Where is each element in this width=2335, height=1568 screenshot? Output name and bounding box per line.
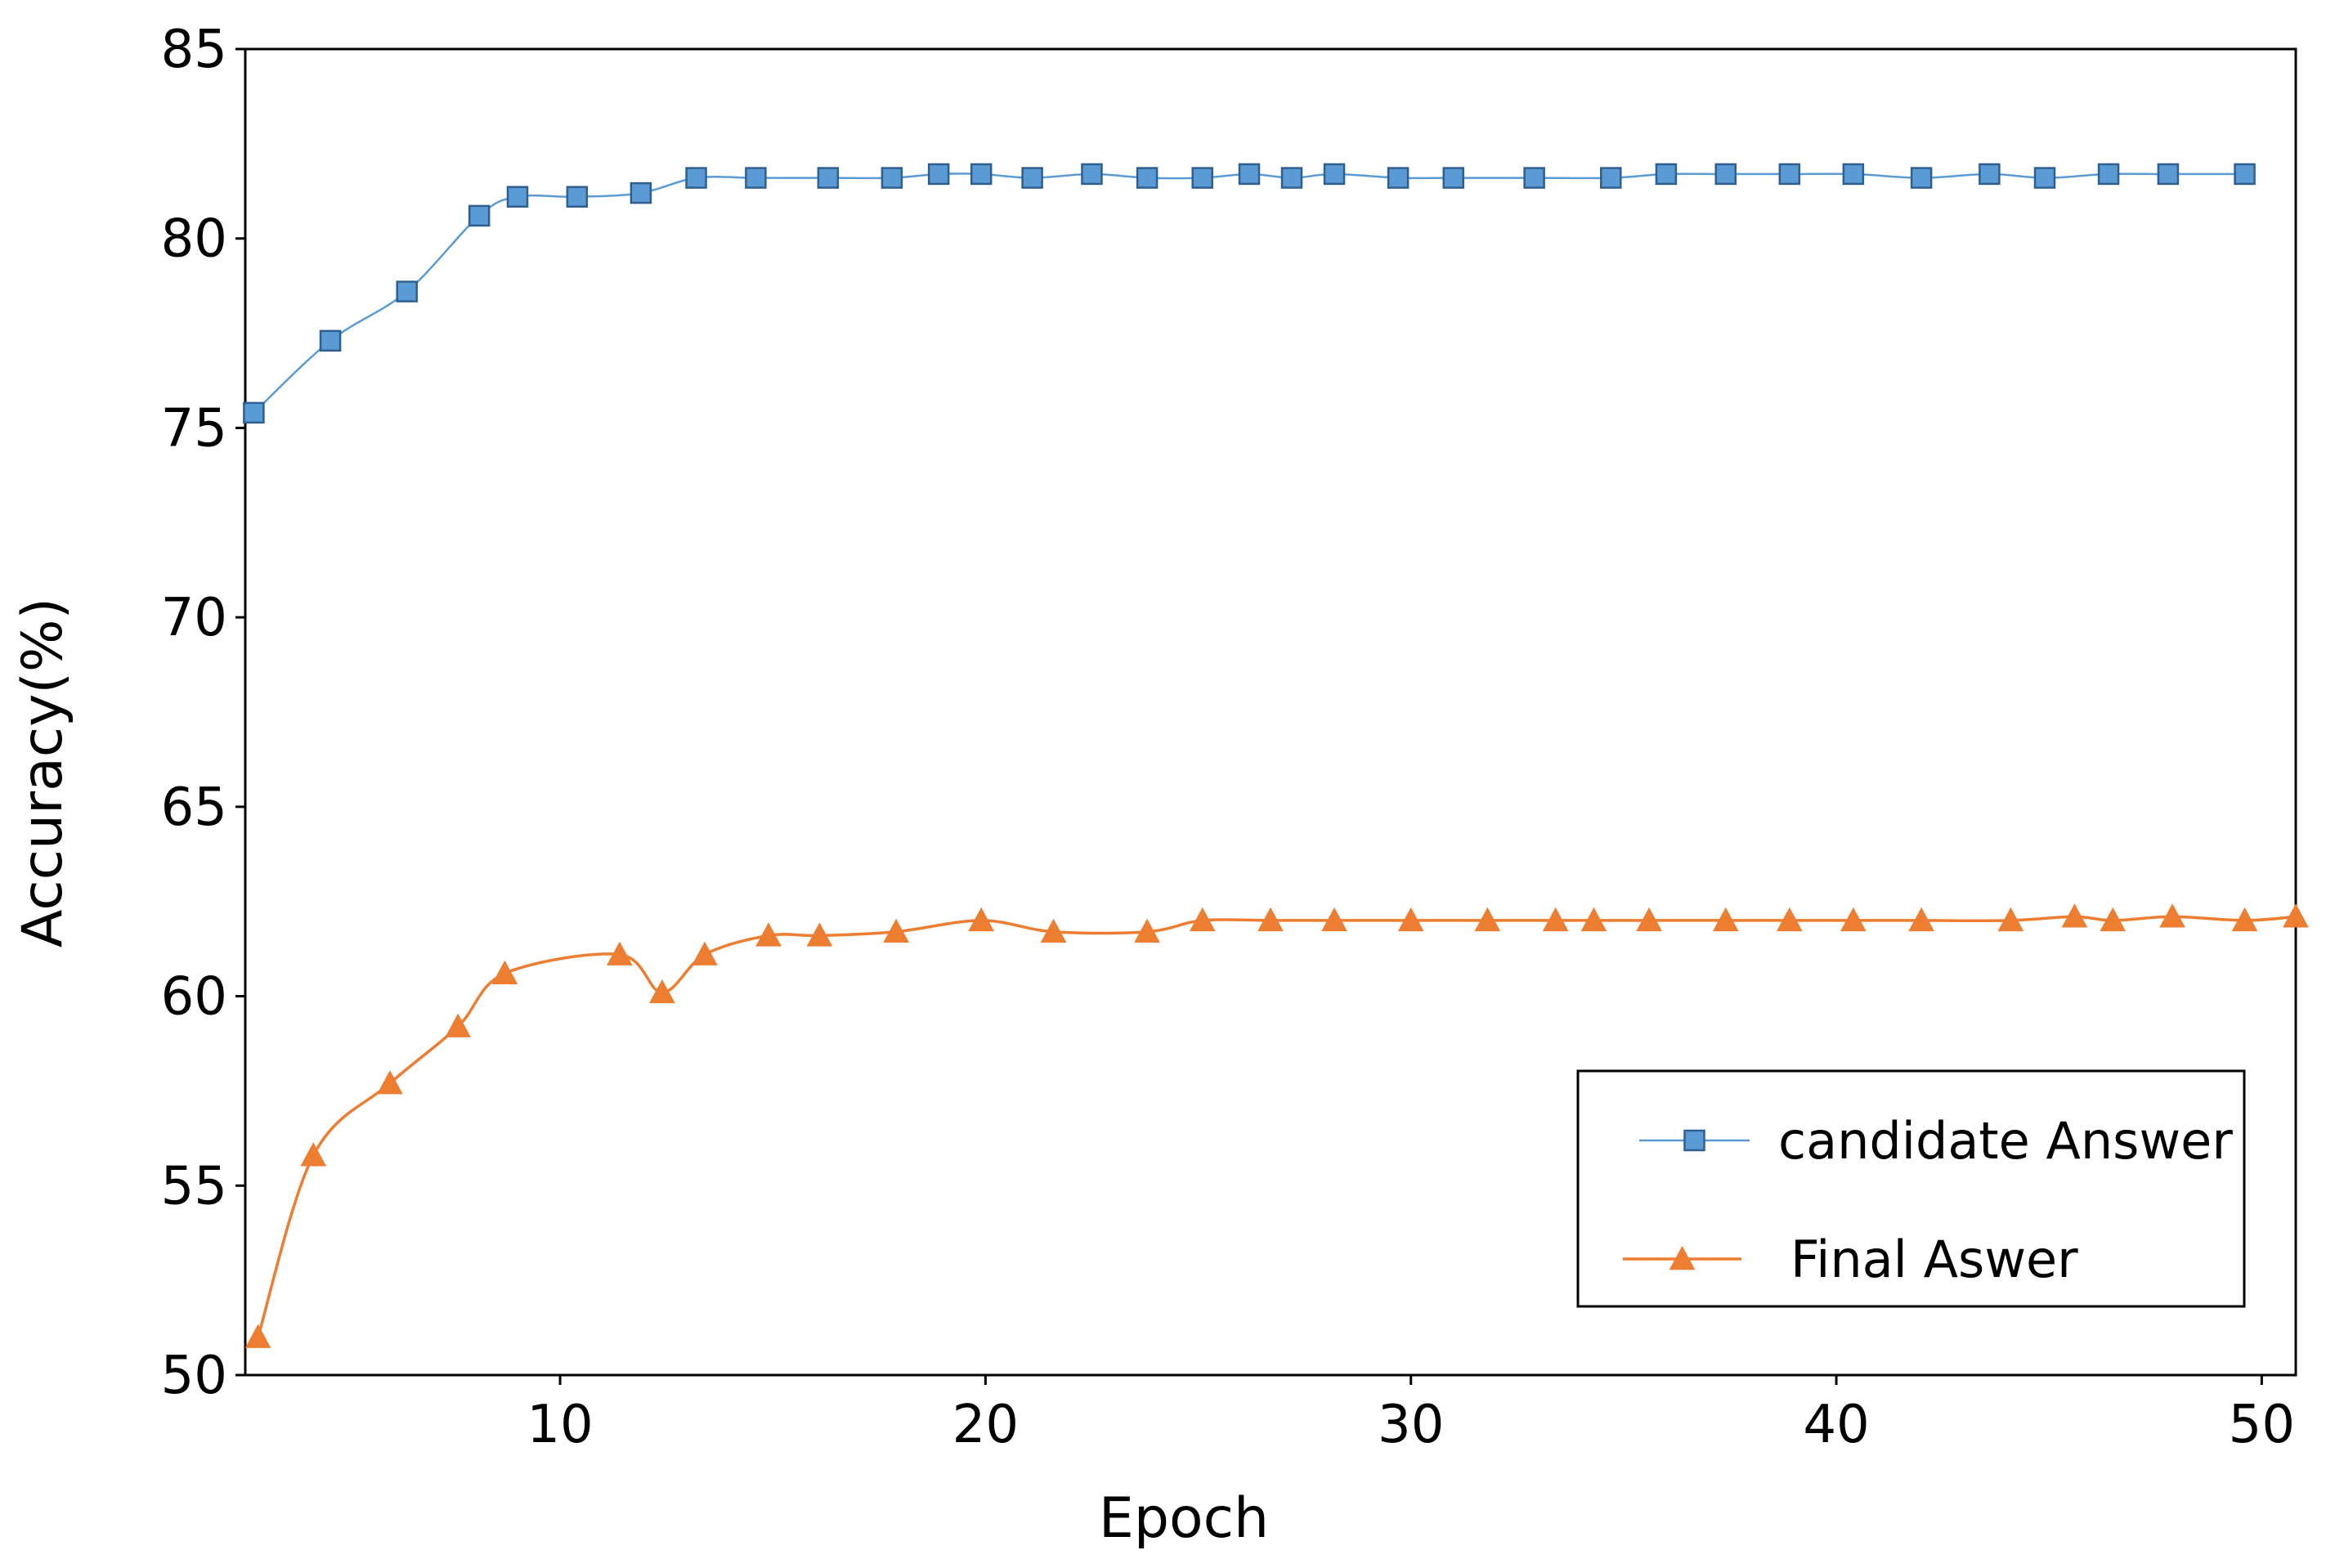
series-line xyxy=(256,915,2297,1338)
series-line xyxy=(253,172,2245,414)
triangle-marker xyxy=(244,1324,271,1348)
square-marker xyxy=(685,167,707,189)
x-axis-ticks: 10 20 30 40 50 xyxy=(527,1375,2295,1455)
square-marker xyxy=(1778,163,1801,186)
x-tick-label: 30 xyxy=(1378,1395,1444,1455)
legend-square-marker xyxy=(1683,1129,1705,1152)
square-marker xyxy=(1021,167,1043,189)
triangle-marker xyxy=(649,979,675,1004)
triangle-marker xyxy=(1321,907,1347,932)
y-tick-label: 80 xyxy=(161,209,227,270)
square-marker xyxy=(2157,163,2180,186)
triangle-marker xyxy=(1189,907,1216,932)
triangle-marker xyxy=(968,907,995,932)
square-marker xyxy=(745,167,767,189)
triangle-marker xyxy=(1580,907,1607,932)
triangle-marker xyxy=(883,918,909,943)
square-marker xyxy=(506,186,529,208)
square-marker xyxy=(1136,167,1159,189)
triangle-marker xyxy=(1257,907,1284,932)
triangle-marker xyxy=(2100,907,2127,932)
square-marker xyxy=(1714,163,1737,186)
x-tick-label: 50 xyxy=(2229,1395,2295,1455)
series-final-answer xyxy=(244,903,2309,1348)
triangle-marker xyxy=(1908,907,1934,932)
square-marker xyxy=(881,167,903,189)
square-marker xyxy=(1523,167,1545,189)
square-marker xyxy=(630,181,652,204)
square-marker xyxy=(1387,167,1410,189)
y-tick-label: 75 xyxy=(161,398,227,459)
square-marker xyxy=(1280,167,1303,189)
square-marker xyxy=(2097,163,2120,186)
triangle-marker xyxy=(1776,907,1803,932)
square-marker xyxy=(396,280,418,302)
square-marker xyxy=(1600,167,1622,189)
square-marker xyxy=(1442,167,1464,189)
series-layer xyxy=(243,163,2309,1348)
square-marker xyxy=(1655,163,1678,186)
square-marker xyxy=(1842,163,1865,186)
square-marker xyxy=(927,163,950,186)
y-tick-label: 70 xyxy=(161,588,227,648)
square-marker xyxy=(319,329,342,352)
y-axis-ticks: 50 55 60 65 70 75 80 85 xyxy=(161,20,245,1406)
square-marker xyxy=(468,204,491,227)
y-axis-title: Accuracy(%) xyxy=(11,598,75,948)
triangle-marker xyxy=(1840,907,1867,932)
triangle-marker xyxy=(445,1013,472,1037)
series-candidate-answer xyxy=(243,163,2256,424)
legend-label: candidate Answer xyxy=(1778,1111,2233,1171)
y-tick-label: 65 xyxy=(161,777,227,838)
triangle-marker xyxy=(692,941,718,965)
square-marker xyxy=(1910,167,1933,189)
square-marker xyxy=(243,401,265,424)
square-marker xyxy=(2033,167,2056,189)
triangle-marker xyxy=(1997,907,2024,932)
square-marker xyxy=(1191,167,1213,189)
square-marker xyxy=(817,167,840,189)
triangle-marker xyxy=(1636,907,1662,932)
y-tick-label: 60 xyxy=(161,967,227,1028)
legend-triangle-marker xyxy=(1669,1245,1696,1270)
triangle-marker xyxy=(1397,907,1424,932)
triangle-marker xyxy=(491,960,518,985)
square-marker xyxy=(1323,163,1346,186)
y-tick-label: 50 xyxy=(161,1346,227,1406)
square-marker xyxy=(1979,163,2001,186)
legend-label: Final Aswer xyxy=(1790,1230,2078,1289)
triangle-marker xyxy=(2231,907,2258,932)
x-axis-title: Epoch xyxy=(1099,1486,1269,1551)
triangle-marker xyxy=(1040,918,1067,943)
square-marker xyxy=(566,186,589,208)
triangle-marker xyxy=(2061,903,2088,928)
x-tick-label: 40 xyxy=(1803,1395,1869,1455)
triangle-marker xyxy=(607,941,633,965)
x-tick-label: 10 xyxy=(527,1395,593,1455)
plot-area-frame xyxy=(244,47,2297,1377)
triangle-marker xyxy=(1542,907,1569,932)
y-tick-label: 85 xyxy=(161,20,227,80)
triangle-marker xyxy=(2283,903,2309,928)
square-marker xyxy=(2234,163,2256,186)
triangle-marker xyxy=(300,1142,327,1167)
square-marker xyxy=(1081,163,1103,186)
triangle-marker xyxy=(377,1070,403,1095)
square-marker xyxy=(1238,163,1261,186)
triangle-marker xyxy=(1134,918,1160,943)
triangle-marker xyxy=(2159,903,2185,928)
triangle-marker xyxy=(755,922,782,947)
x-tick-label: 20 xyxy=(952,1395,1019,1455)
triangle-marker xyxy=(806,922,833,947)
square-marker xyxy=(970,163,993,186)
triangle-marker xyxy=(1474,907,1501,932)
legend: candidate Answer Final Aswer xyxy=(1576,1069,2246,1308)
y-tick-label: 55 xyxy=(161,1156,227,1216)
triangle-marker xyxy=(1712,907,1739,932)
